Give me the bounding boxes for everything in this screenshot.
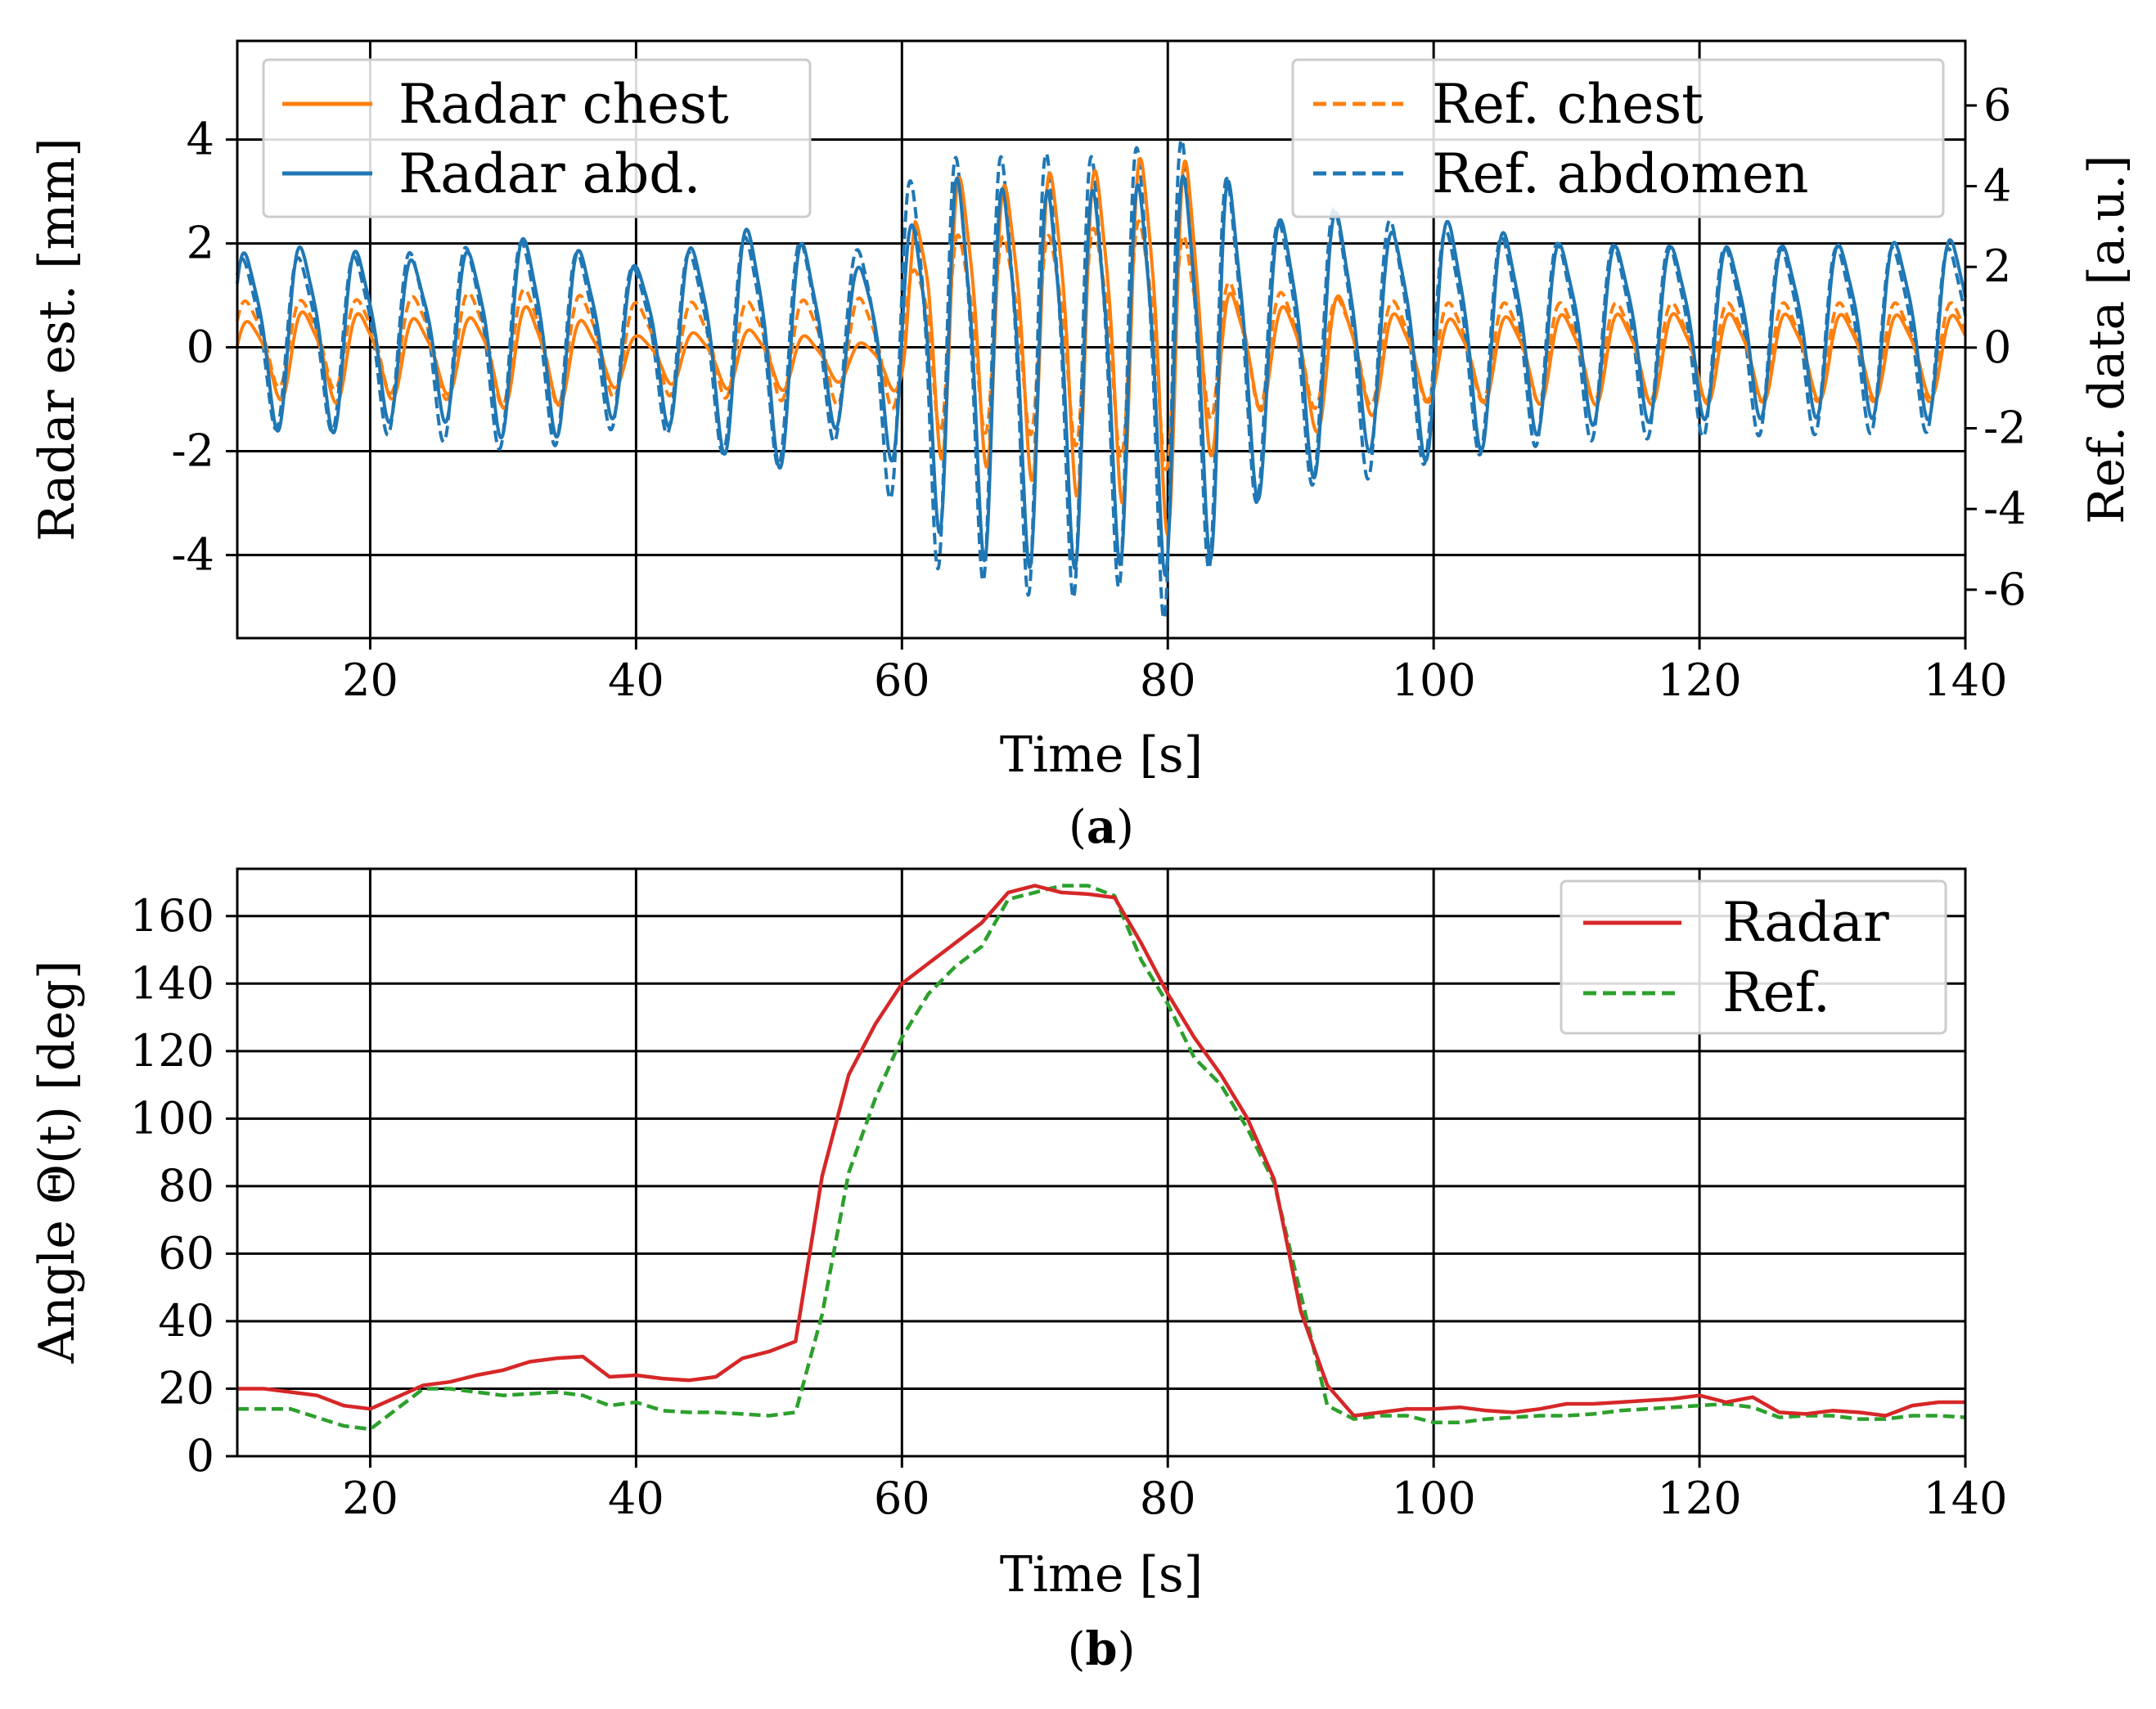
panel-a-legend-left: Radar chest Radar abd. xyxy=(262,58,812,218)
legend-label-ref: Ref. xyxy=(1722,961,1830,1024)
series-ref-abdomen xyxy=(236,137,1967,621)
legend-right-box xyxy=(1291,58,1945,218)
panel-a-ytick-right-label: 0 xyxy=(1983,322,2011,373)
panel-b-xtick-label: 120 xyxy=(1658,1473,1742,1524)
panel-b-ytick-label: 0 xyxy=(187,1430,214,1482)
panel-b-legend: Radar Ref. xyxy=(1560,879,1947,1035)
panel-b-ytick-label: 40 xyxy=(158,1295,214,1347)
panel-a-ytick-right-label: 4 xyxy=(1983,160,2011,212)
series-radar-abd xyxy=(236,174,1967,578)
panel-b-xtick-label: 100 xyxy=(1392,1473,1476,1524)
panel-b-ticks: 20 40 60 80 100 120 140 0 20 40 60 80 100 120 140 160 xyxy=(130,890,2008,1524)
panel-a-xtick-label: 140 xyxy=(1923,654,2007,706)
panel-b-xtick-label: 60 xyxy=(874,1473,930,1524)
panel-a-caption-letter: a xyxy=(1087,800,1116,854)
panel-b-plot-area xyxy=(237,884,1966,1432)
panel-b-caption: (b) xyxy=(1068,1622,1136,1676)
legend-left-box xyxy=(262,58,812,218)
panel-a-plot-area xyxy=(236,137,1967,621)
panel-b-caption-letter: b xyxy=(1085,1622,1117,1676)
panel-a-ytick-right-label: -6 xyxy=(1983,564,2027,615)
panel-b-y-label: Angle Θ(t) [deg] xyxy=(29,960,86,1364)
panel-a-ytick-right-label: -2 xyxy=(1983,403,2027,454)
panel-b-chart: 20 40 60 80 100 120 140 0 20 40 60 80 100 120 140 160 A… xyxy=(29,867,2008,1676)
panel-b-x-label: Time [s] xyxy=(1000,1546,1203,1603)
panel-a-caption: (a) xyxy=(1069,800,1134,854)
panel-b-ytick-label: 140 xyxy=(130,957,214,1009)
panel-a-x-label: Time [s] xyxy=(1000,726,1203,784)
series-ref xyxy=(237,884,1966,1432)
series-radar xyxy=(237,884,1965,1418)
panel-a-xtick-label: 120 xyxy=(1658,654,1742,706)
panel-b-xtick-label: 80 xyxy=(1140,1473,1196,1524)
panel-b-ytick-label: 100 xyxy=(130,1092,214,1144)
panel-b-frame xyxy=(236,867,1967,1458)
panel-a-ytick-right-label: 2 xyxy=(1983,241,2011,292)
panel-a-ytick-left-label: 4 xyxy=(187,114,214,165)
panel-a-xtick-label: 60 xyxy=(874,654,930,706)
panel-b-ytick-label: 20 xyxy=(158,1362,214,1414)
legend-label-radar: Radar xyxy=(1722,891,1889,954)
panel-b-xtick-label: 140 xyxy=(1923,1473,2007,1524)
panel-a-ytick-left-label: -2 xyxy=(171,425,214,476)
series-radar-chest xyxy=(236,156,1967,537)
panel-a-legend-right: Ref. chest Ref. abdomen xyxy=(1291,58,1945,218)
panel-b-ytick-label: 160 xyxy=(130,890,214,942)
panel-b-xtick-label: 20 xyxy=(342,1473,398,1524)
panel-a-xtick-label: 80 xyxy=(1140,654,1196,706)
panel-b-xtick-label: 40 xyxy=(608,1473,664,1524)
panel-a-ticks: 20 40 60 80 100 120 140 -4 -2 0 2 4 -6 -4 -2 0 2 4 6 xyxy=(171,79,2026,706)
panel-a-xtick-label: 40 xyxy=(608,654,664,706)
panel-a-ytick-left-label: 0 xyxy=(187,322,214,373)
legend-label-ref-abdomen: Ref. abdomen xyxy=(1432,142,1809,205)
panel-b-ytick-label: 80 xyxy=(158,1160,214,1212)
panel-a-ytick-right-label: -4 xyxy=(1983,483,2027,534)
panel-b-ytick-label: 60 xyxy=(158,1227,214,1279)
panel-a-frame xyxy=(236,39,1967,640)
panel-a-y-label-left: Radar est. [mm] xyxy=(29,137,86,541)
panel-a-ytick-left-label: -4 xyxy=(171,528,214,580)
legend-label-radar-abd: Radar abd. xyxy=(398,142,701,205)
panel-a-ytick-left-label: 2 xyxy=(187,218,214,269)
legend-b-box xyxy=(1560,879,1947,1035)
legend-label-radar-chest: Radar chest xyxy=(398,73,729,136)
panel-a-chart: 20 40 60 80 100 120 140 -4 -2 0 2 4 -6 -4 -2 0 2 4 6 Radar… xyxy=(29,39,2136,854)
panel-a-xtick-label: 20 xyxy=(342,654,398,706)
panel-a-xtick-label: 100 xyxy=(1392,654,1476,706)
panel-a-y-label-right: Ref. data [a.u.] xyxy=(2078,155,2136,524)
panel-b-ytick-label: 120 xyxy=(130,1025,214,1077)
legend-label-ref-chest: Ref. chest xyxy=(1432,73,1704,136)
panel-a-ytick-right-label: 6 xyxy=(1983,79,2011,131)
